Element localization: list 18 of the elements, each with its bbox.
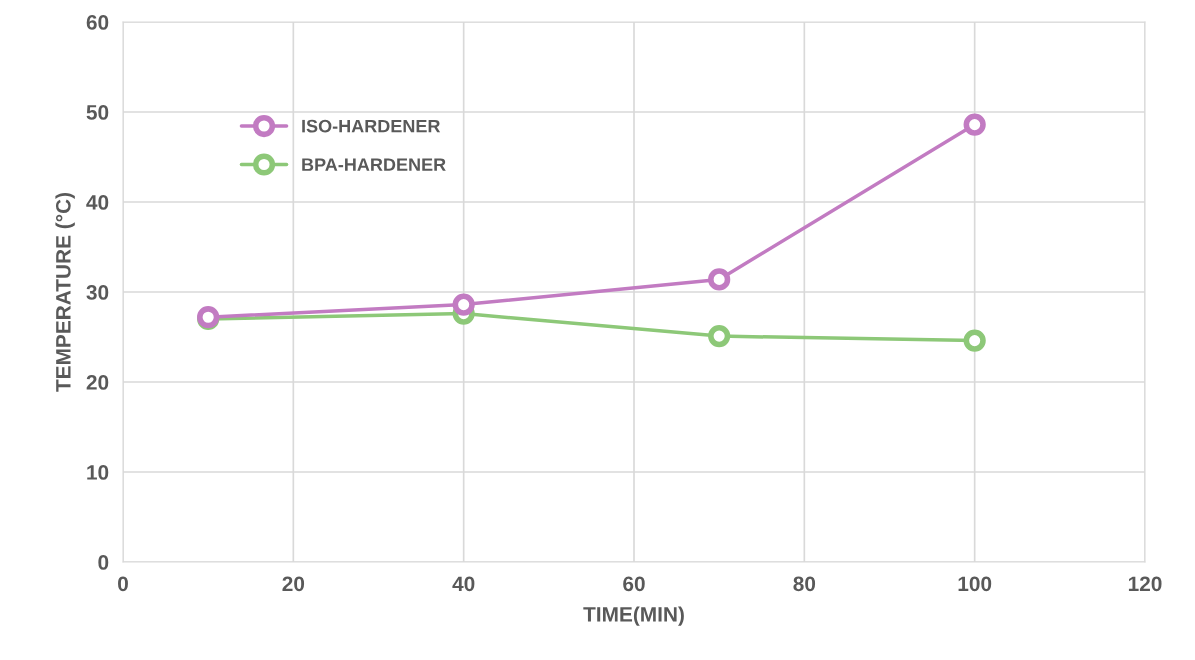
x-tick-label: 40	[452, 576, 475, 592]
x-tick-label: 0	[118, 576, 128, 592]
legend-label: ISO-HARDENER	[302, 119, 441, 133]
y-tick-label: 20	[86, 375, 109, 390]
y-tick-label: 40	[86, 195, 109, 210]
y-tick-label: 60	[86, 15, 109, 30]
y-axis-title: TEMPERATURE (°C)	[55, 193, 75, 392]
y-tick-label: 50	[86, 105, 109, 120]
x-tick-label: 120	[1128, 576, 1162, 592]
x-tick-label: 80	[793, 576, 816, 592]
x-tick-label: 100	[958, 576, 992, 592]
y-tick-label: 10	[87, 465, 109, 480]
legend-label: BPA-HARDENER	[302, 158, 446, 171]
x-tick-label: 60	[623, 576, 645, 592]
x-axis-title: TIME(MIN)	[583, 606, 684, 626]
x-tick-label: 20	[282, 576, 305, 592]
y-tick-label: 30	[86, 285, 109, 300]
y-tick-label: 0	[98, 555, 109, 570]
